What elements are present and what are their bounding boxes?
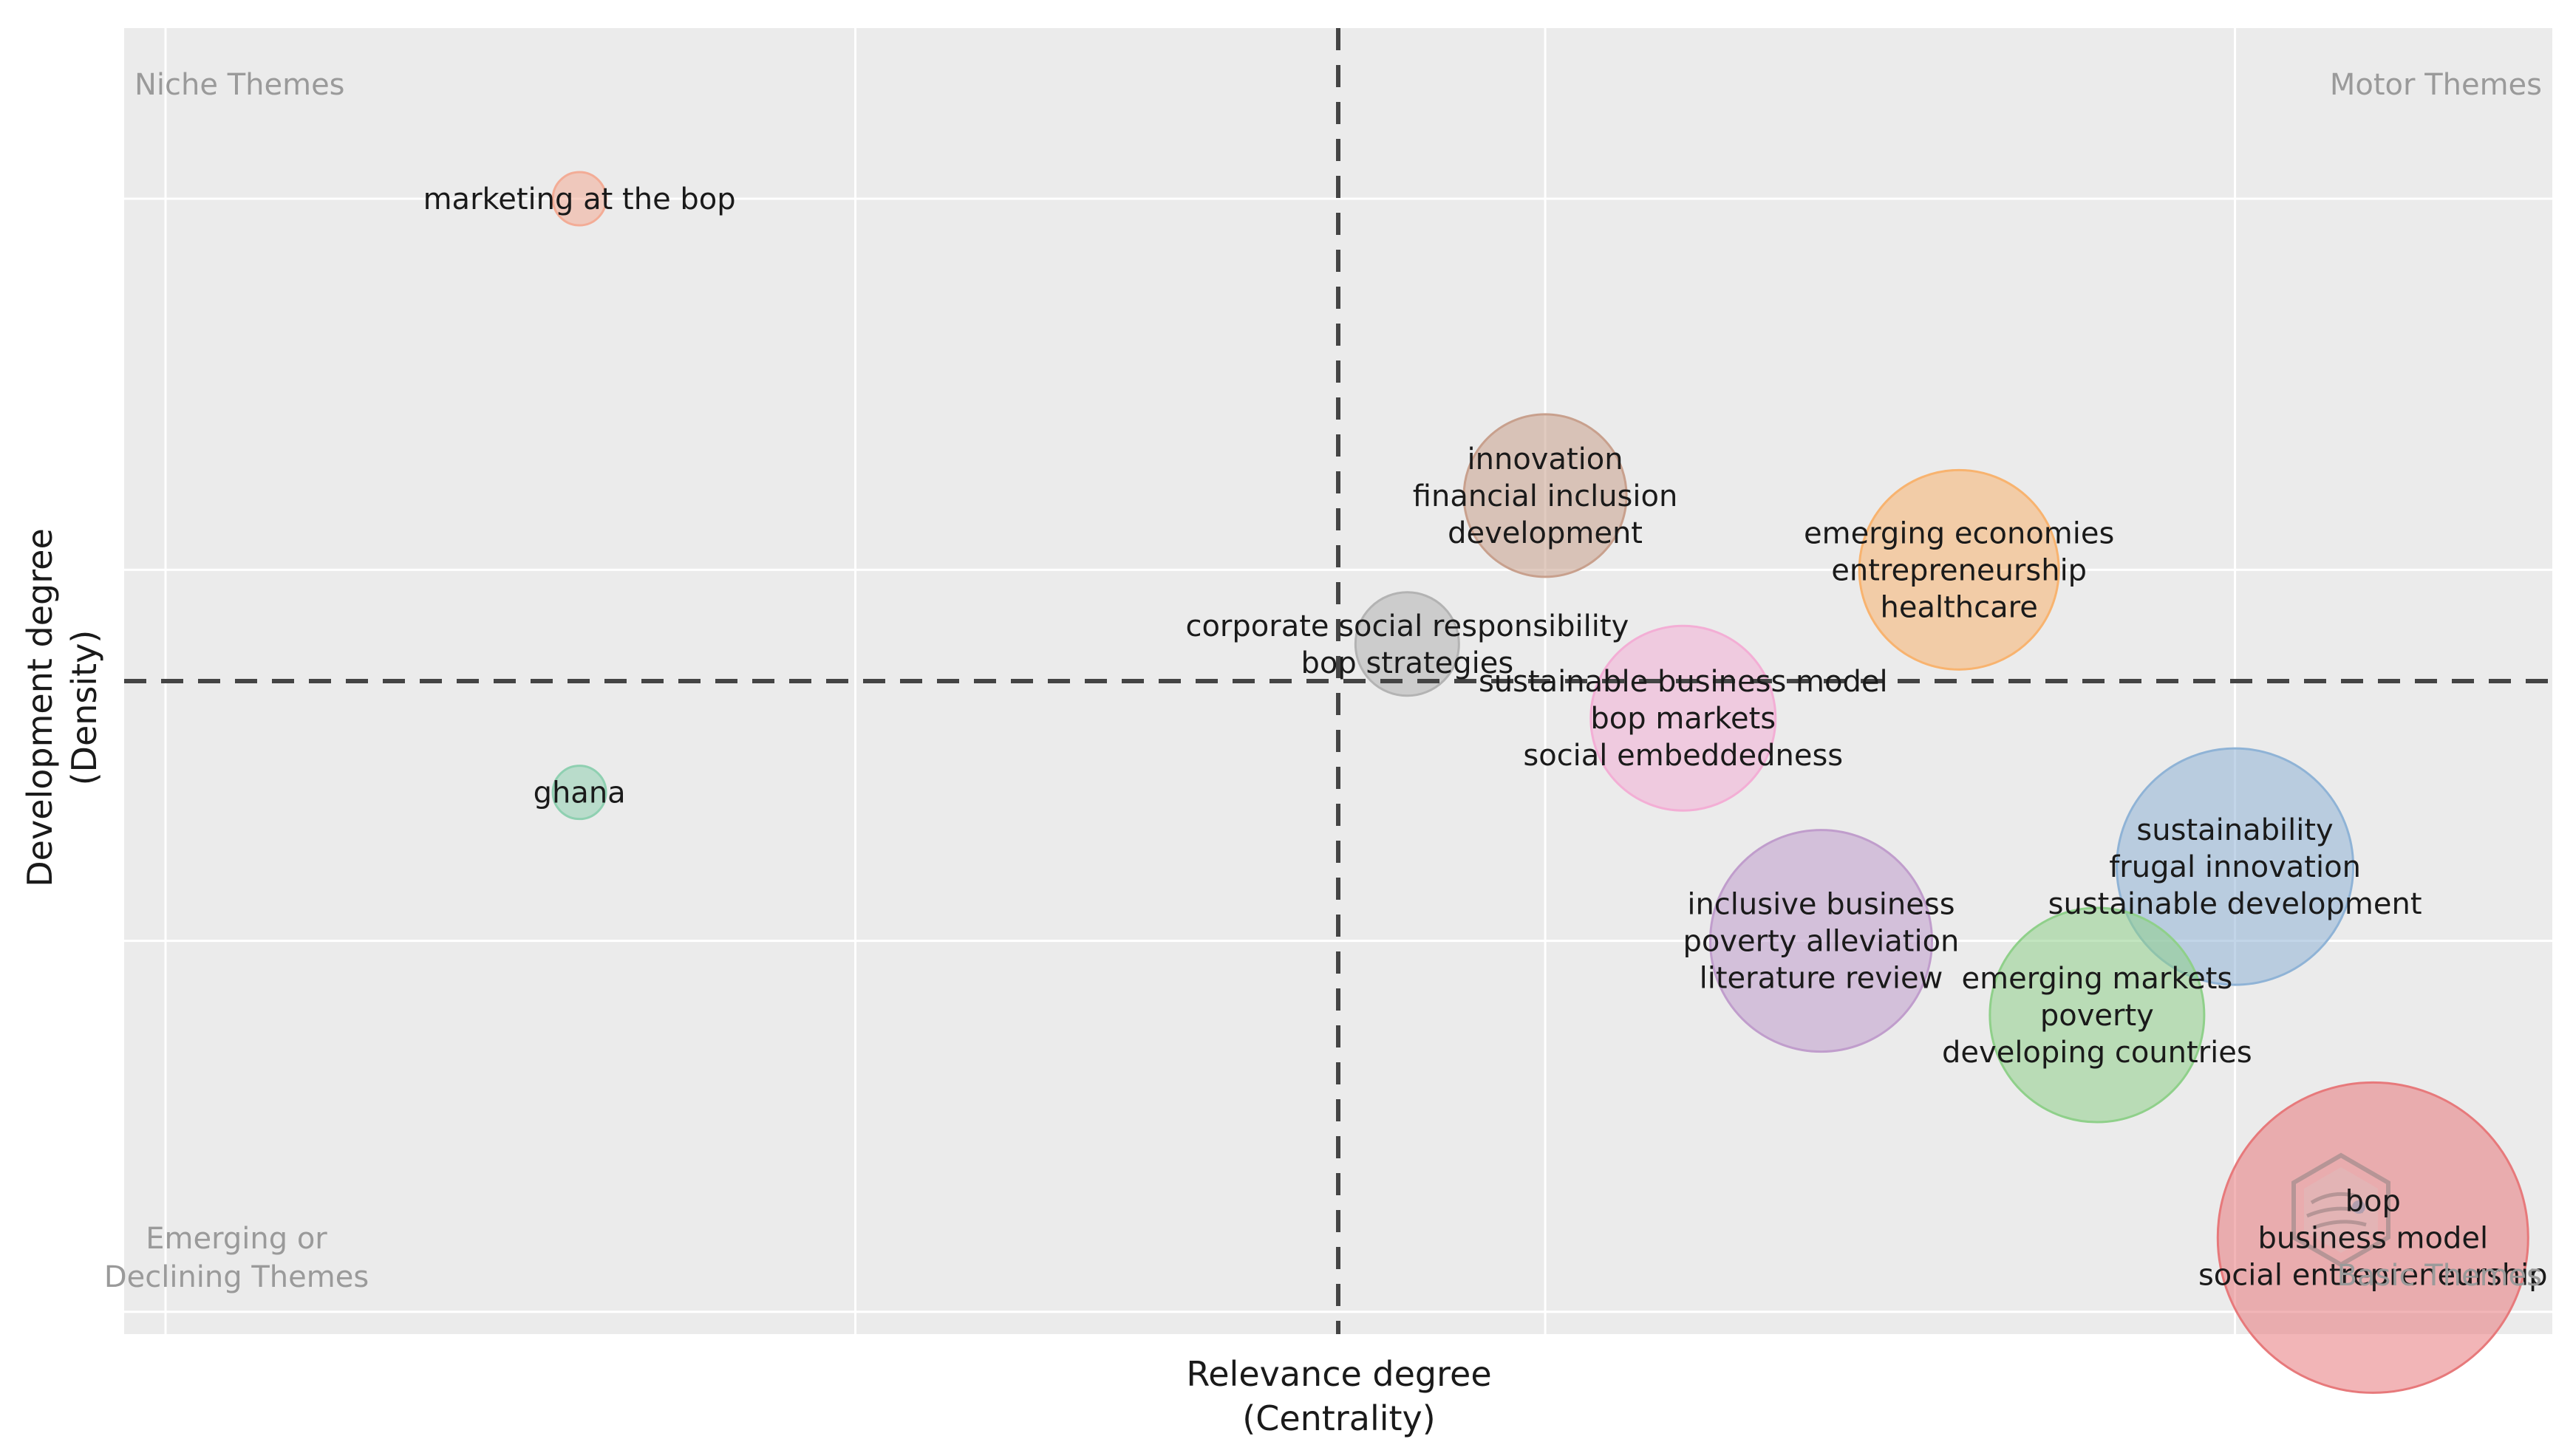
label-line: corporate social responsibility: [1185, 609, 1629, 643]
quadrant-niche: Niche Themes: [134, 68, 345, 102]
bubble-innovation: [1462, 413, 1628, 578]
label-line: frugal innovation: [2109, 850, 2361, 884]
y-axis-title-line: Development degree: [20, 528, 60, 887]
label-line: entrepreneurship: [1831, 553, 2087, 587]
label-inclusive-business: inclusive business poverty alleviation lit…: [1683, 888, 1959, 996]
label-line: ghana: [534, 776, 626, 810]
label-line: bop: [2345, 1184, 2401, 1218]
label-line: literature review: [1700, 962, 1943, 996]
axis-titles: Relevance degree (Centrality) Development…: [20, 528, 1492, 1438]
y-axis-title: Development degree (Density): [20, 528, 104, 887]
label-emerging-economies: emerging economies entrepreneurship health…: [1804, 516, 2114, 624]
label-line: sustainable business model: [1479, 665, 1888, 699]
label-line: poverty: [2040, 999, 2154, 1033]
bubble-emerging-markets: [1988, 906, 2206, 1124]
label-line: bop markets: [1590, 702, 1776, 736]
label-line: social embeddedness: [1523, 739, 1843, 773]
bubbles: [551, 171, 2529, 1394]
x-axis-title-line: (Centrality): [1242, 1398, 1435, 1438]
label-bop: bop business model social entrepreneurship: [2198, 1184, 2548, 1292]
bubble-sustainability: [2116, 747, 2355, 986]
label-line: emerging markets: [1962, 962, 2233, 996]
quadrant-label-line: Emerging or: [146, 1222, 327, 1256]
label-sustainable-business-model: sustainable business model bop markets soc…: [1479, 665, 1888, 773]
label-line: sustainable development: [2048, 887, 2422, 921]
quadrant-label-line: Motor Themes: [2330, 68, 2542, 102]
label-marketing-at-the-bop: marketing at the bop: [423, 182, 736, 216]
bubble-corporate-social-responsibility: [1354, 591, 1460, 697]
quadrant-basic: Basic Themes: [2337, 1259, 2542, 1293]
bubble-ghana: [551, 765, 607, 821]
label-line: marketing at the bop: [423, 182, 736, 216]
bubble-bop: [2216, 1081, 2529, 1394]
label-line: inclusive business: [1687, 888, 1955, 922]
quadrant-label-line: Niche Themes: [134, 68, 345, 102]
x-axis-title-line: Relevance degree: [1186, 1354, 1491, 1394]
label-line: development: [1448, 516, 1643, 550]
label-line: bop strategies: [1301, 646, 1514, 680]
label-sustainability: sustainability frugal innovation sustainab…: [2048, 813, 2422, 921]
label-line: poverty alleviation: [1683, 925, 1959, 959]
quadrant-labels: Niche Themes Motor Themes Emerging or Decli…: [104, 68, 2542, 1294]
quadrant-emerging: Emerging or Declining Themes: [104, 1222, 369, 1294]
label-line: financial inclusion: [1413, 479, 1678, 513]
label-line: healthcare: [1881, 590, 2038, 624]
bubble-inclusive-business: [1708, 829, 1933, 1053]
y-axis-title-line: (Density): [64, 630, 104, 786]
quadrant-motor: Motor Themes: [2330, 68, 2542, 102]
label-emerging-markets: emerging markets poverty developing countr…: [1942, 962, 2252, 1070]
quadrant-label-line: Basic Themes: [2337, 1259, 2542, 1293]
label-line: developing countries: [1942, 1036, 2252, 1070]
quadrant-label-line: Declining Themes: [104, 1260, 369, 1294]
label-corporate-social-responsibility: corporate social responsibility bop strat…: [1185, 609, 1629, 680]
bubble-marketing-at-the-bop: [551, 171, 607, 227]
label-ghana: ghana: [534, 776, 626, 810]
bubble-sustainable-business-model: [1589, 624, 1777, 812]
bubble-emerging-economies: [1858, 468, 2060, 671]
label-line: emerging economies: [1804, 516, 2114, 550]
logo-watermark: [2291, 1152, 2390, 1268]
bubble-labels: bop business model social entrepreneurship…: [423, 182, 2548, 1292]
label-innovation: innovation financial inclusion development: [1413, 442, 1678, 550]
label-line: innovation: [1468, 442, 1623, 476]
reference-lines: [124, 28, 2552, 1334]
label-line: social entrepreneurship: [2198, 1258, 2548, 1292]
x-axis-title: Relevance degree (Centrality): [1186, 1354, 1491, 1438]
label-line: business model: [2257, 1221, 2488, 1255]
label-line: sustainability: [2136, 813, 2333, 847]
